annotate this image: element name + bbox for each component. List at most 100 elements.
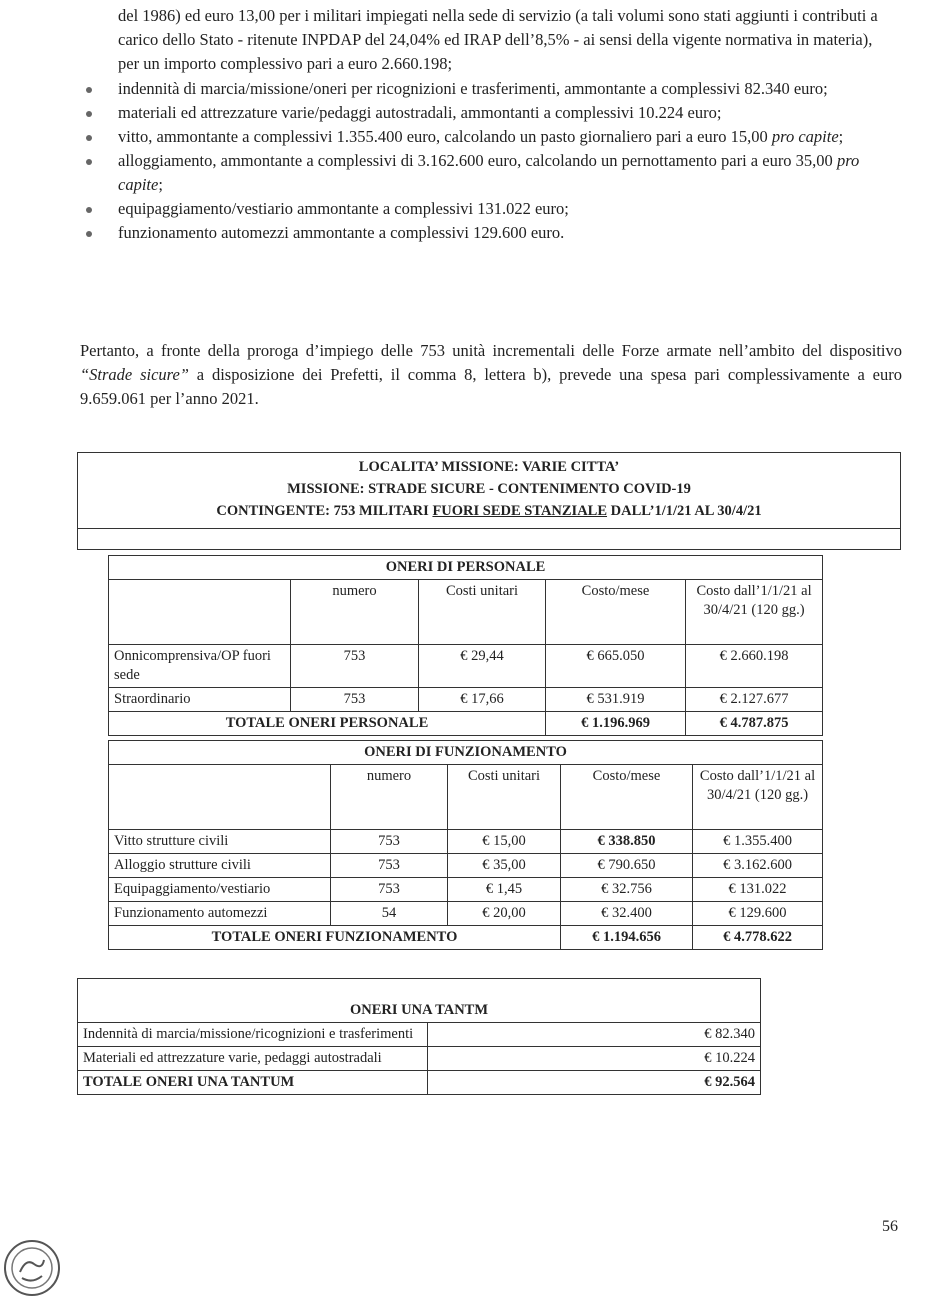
bullet-text: materiali ed attrezzature varie/pedaggi …	[118, 103, 722, 122]
row-label: Equipaggiamento/vestiario	[108, 877, 331, 902]
bullet-item: vitto, ammontante a complessivi 1.355.40…	[80, 125, 880, 149]
cell: € 32.400	[560, 901, 693, 926]
page-number: 56	[882, 1218, 898, 1235]
intro-text: del 1986) ed euro 13,00 per i militari i…	[118, 6, 878, 73]
data-row: Indennità di marcia/missione/ricognizion…	[77, 1022, 762, 1047]
bullet-item: indennità di marcia/missione/oneri per r…	[80, 77, 880, 101]
header-cell: Costi unitari	[447, 764, 561, 830]
cell: € 531.919	[545, 687, 686, 712]
row-label: Onnicomprensiva/OP fuori sede	[108, 644, 291, 688]
title-row: ONERI DI FUNZIONAMENTO	[107, 740, 824, 765]
bullet-italic: pro capite	[771, 127, 839, 146]
bullet-text: alloggiamento, ammontante a complessivi …	[118, 151, 833, 170]
total-cell: € 1.196.969	[545, 711, 686, 736]
row-label: Indennità di marcia/missione/ricognizion…	[77, 1022, 428, 1047]
table-title: ONERI DI FUNZIONAMENTO	[107, 740, 824, 765]
data-row: Equipaggiamento/vestiario 753 € 1,45 € 32.7…	[108, 877, 824, 902]
total-cell: € 4.778.622	[691, 925, 824, 950]
bullet-item: materiali ed attrezzature varie/pedaggi …	[80, 101, 880, 125]
cell: 753	[330, 877, 448, 902]
row-label: Alloggio strutture civili	[108, 853, 331, 878]
data-row: Vitto strutture civili 753 € 15,00 € 338.85…	[108, 829, 824, 854]
paragraph-italic: “Strade sicure”	[80, 365, 189, 384]
header-lines: LOCALITA’ MISSIONE: VARIE CITTA’ MISSION…	[78, 453, 900, 529]
personale-table: ONERI DI PERSONALE numero Costi unitari Cos…	[107, 555, 824, 736]
bullet-text: indennità di marcia/missione/oneri per r…	[118, 79, 828, 98]
bullet-item: alloggiamento, ammontante a complessivi …	[80, 149, 880, 197]
cell: € 1.355.400	[691, 829, 824, 854]
cell: € 790.650	[560, 853, 693, 878]
bullet-text: vitto, ammontante a complessivi 1.355.40…	[118, 127, 768, 146]
total-label: TOTALE ONERI FUNZIONAMENTO	[108, 925, 561, 950]
header-cell: numero	[330, 764, 448, 830]
header-cell: numero	[290, 579, 419, 645]
cell: € 32.756	[560, 877, 693, 902]
total-row: TOTALE ONERI PERSONALE € 1.196.969 € 4.787…	[108, 711, 824, 736]
cell: € 3.162.600	[691, 853, 824, 878]
cell: € 338.850	[560, 829, 693, 854]
bullet-text: funzionamento automezzi ammontante a com…	[118, 223, 565, 242]
header-cell	[108, 579, 291, 645]
bullet-italic: pro capite	[118, 151, 860, 194]
row-label: Straordinario	[108, 687, 291, 712]
title-row: ONERI DI PERSONALE	[107, 555, 824, 580]
cell: € 35,00	[447, 853, 561, 878]
cell: € 82.340	[426, 1022, 762, 1047]
total-row: TOTALE ONERI UNA TANTUM € 92.564	[77, 1070, 762, 1095]
cell: € 2.660.198	[684, 644, 824, 688]
header-row: numero Costi unitari Costo/mese Costo dall’…	[108, 764, 824, 830]
table-title: ONERI UNA TANTM	[76, 978, 762, 1023]
row-label: Vitto strutture civili	[108, 829, 331, 854]
bullet-text: ;	[838, 127, 844, 146]
total-cell: € 1.194.656	[560, 925, 693, 950]
row-label: Funzionamento automezzi	[108, 901, 331, 926]
header-row: numero Costi unitari Costo/mese Costo dall’…	[108, 579, 824, 645]
data-row: Funzionamento automezzi 54 € 20,00 € 32.400…	[108, 901, 824, 926]
header-cell: Costi unitari	[418, 579, 546, 645]
total-cell: € 4.787.875	[684, 711, 824, 736]
cell: € 15,00	[447, 829, 561, 854]
paragraph-text: Pertanto, a fronte della proroga d’impie…	[80, 341, 902, 360]
cell: € 131.022	[691, 877, 824, 902]
cell: € 10.224	[426, 1046, 762, 1071]
header-cell: Costo/mese	[545, 579, 686, 645]
cell: € 2.127.677	[684, 687, 824, 712]
bullet-text: ;	[158, 175, 163, 194]
bullet-text: equipaggiamento/vestiario ammontante a c…	[118, 199, 569, 218]
header-line: LOCALITA’ MISSIONE: VARIE CITTA’	[358, 459, 620, 475]
total-row: TOTALE ONERI FUNZIONAMENTO € 1.194.656 € 4…	[108, 925, 824, 950]
paragraph: Pertanto, a fronte della proroga d’impie…	[80, 339, 902, 411]
title-row: ONERI UNA TANTM	[76, 978, 762, 1023]
header-line: CONTINGENTE: 753 MILITARI FUORI SEDE STA…	[78, 500, 900, 522]
header-underline: FUORI SEDE STANZIALE	[432, 503, 608, 519]
header-text: DALL’1/1/21 AL 30/4/21	[607, 503, 762, 519]
cell: 54	[330, 901, 448, 926]
data-row: Materiali ed attrezzature varie, pedaggi…	[77, 1046, 762, 1071]
row-label: Materiali ed attrezzature varie, pedaggi…	[77, 1046, 428, 1071]
header-cell: Costo dall’1/1/21 al 30/4/21 (120 gg.)	[684, 579, 824, 645]
una-tantum-table: ONERI UNA TANTM Indennità di marcia/missi…	[76, 978, 762, 1095]
cell: 753	[290, 687, 419, 712]
bullet-list: indennità di marcia/missione/oneri per r…	[80, 77, 880, 245]
header-box: LOCALITA’ MISSIONE: VARIE CITTA’ MISSION…	[77, 452, 901, 550]
cell: € 29,44	[418, 644, 546, 688]
cell: € 129.600	[691, 901, 824, 926]
bullet-item: funzionamento automezzi ammontante a com…	[80, 221, 880, 245]
header-cell	[108, 764, 331, 830]
table-title: ONERI DI PERSONALE	[107, 555, 824, 580]
cell: € 20,00	[447, 901, 561, 926]
total-cell: € 92.564	[426, 1070, 762, 1095]
funzionamento-table: ONERI DI FUNZIONAMENTO numero Costi unitar…	[107, 740, 824, 950]
data-row: Onnicomprensiva/OP fuori sede 753 € 29,44 €…	[108, 644, 824, 688]
data-row: Alloggio strutture civili 753 € 35,00 € 790…	[108, 853, 824, 878]
header-line: MISSIONE: STRADE SICURE - CONTENIMENTO C…	[287, 481, 691, 497]
header-cell: Costo dall’1/1/21 al 30/4/21 (120 gg.)	[691, 764, 824, 830]
header-cell: Costo/mese	[560, 764, 693, 830]
cell: 753	[330, 829, 448, 854]
paragraph-text: a disposizione dei Prefetti, il comma 8,…	[80, 365, 902, 408]
data-row: Straordinario 753 € 17,66 € 531.919 € 2.127.…	[108, 687, 824, 712]
cell: € 17,66	[418, 687, 546, 712]
cell: € 1,45	[447, 877, 561, 902]
